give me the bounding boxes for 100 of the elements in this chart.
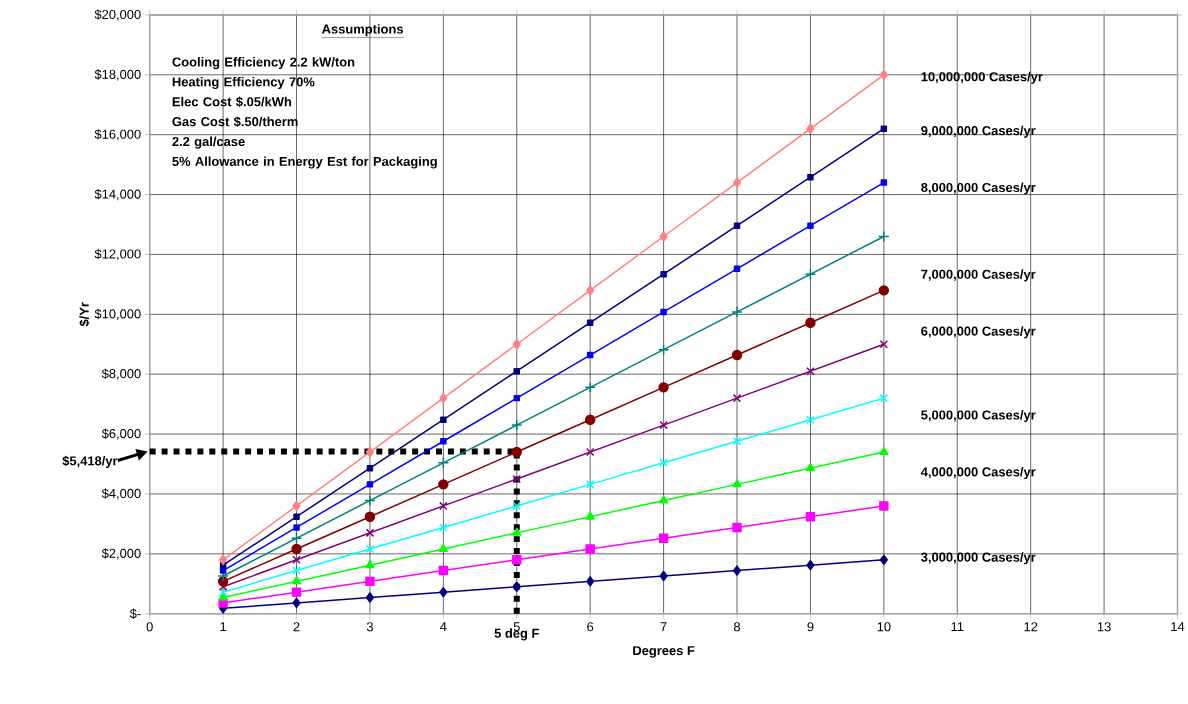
point (659, 231, 668, 242)
point (660, 271, 667, 278)
point (585, 448, 595, 457)
x-tick-label: 1 (220, 622, 227, 632)
point (219, 554, 228, 566)
point (807, 174, 814, 181)
point (660, 308, 667, 316)
point (293, 524, 300, 531)
point (292, 597, 301, 609)
point (658, 533, 669, 544)
point (586, 352, 594, 359)
x-axis-title: Degrees F (633, 646, 695, 659)
x-tick-label: 10 (877, 622, 891, 632)
point (511, 447, 522, 458)
x-tick-label: 2 (293, 622, 300, 632)
x-tick-label: 3 (366, 622, 373, 632)
point (585, 511, 595, 520)
point (219, 567, 227, 575)
point (659, 458, 668, 468)
point (364, 495, 376, 507)
point (512, 555, 522, 565)
annotation: 3,000,000 Cases/yr (921, 552, 1036, 565)
point (365, 447, 375, 458)
point (880, 125, 888, 133)
point (657, 344, 670, 356)
annotation: Elec Cost $.05/kWh (172, 96, 292, 108)
x-tick-label: 13 (1097, 622, 1111, 632)
y-axis-title: $/Yr (79, 302, 90, 327)
ref-line-label: $5,418/yr (62, 455, 118, 469)
point (365, 545, 375, 554)
point (291, 587, 302, 598)
point (879, 69, 888, 81)
point (732, 177, 742, 189)
point (732, 479, 742, 488)
point (439, 523, 448, 532)
point (879, 394, 889, 403)
point (512, 527, 522, 537)
point (659, 421, 668, 430)
annotation: 9,000,000 Cases/yr (921, 125, 1036, 138)
point (878, 285, 890, 296)
point (584, 414, 596, 426)
point (586, 319, 594, 327)
point (512, 501, 522, 511)
point (366, 481, 374, 488)
point (879, 501, 889, 511)
point (584, 381, 596, 394)
annotation: 5,000,000 Cases/yr (921, 410, 1036, 423)
x-tick-label: 4 (440, 622, 447, 632)
y-tick-label: $- (129, 608, 141, 620)
point (732, 437, 742, 446)
y-tick-label: $20,000 (94, 9, 141, 21)
y-tick-label: $2,000 (101, 548, 141, 560)
x-tick-label: 0 (146, 622, 153, 632)
point (658, 495, 669, 504)
point (732, 565, 742, 577)
point (365, 592, 375, 603)
x-tick-label: 9 (807, 622, 814, 632)
point (513, 368, 520, 375)
point (438, 566, 449, 576)
y-tick-label: $12,000 (94, 249, 141, 261)
point (365, 576, 375, 587)
point (733, 222, 741, 230)
point (658, 382, 669, 393)
point (806, 560, 815, 571)
point (440, 416, 447, 424)
point (292, 555, 301, 565)
annotation: Assumptions (321, 24, 403, 37)
x-tick-label: 11 (951, 622, 964, 632)
point (659, 571, 668, 582)
point (290, 532, 303, 545)
point (218, 588, 228, 597)
point (806, 415, 815, 425)
point (438, 479, 449, 490)
point (365, 560, 375, 569)
point (586, 285, 595, 296)
y-tick-label: $4,000 (101, 488, 141, 500)
point (292, 566, 301, 576)
point (513, 395, 520, 402)
point (512, 339, 521, 350)
y-tick-label: $16,000 (94, 129, 141, 141)
point (879, 554, 888, 566)
point (439, 501, 448, 511)
point (879, 447, 889, 456)
point (439, 587, 448, 598)
point (878, 231, 890, 243)
point (731, 306, 743, 318)
point (293, 513, 300, 521)
point (512, 474, 522, 484)
point (805, 463, 816, 472)
point (733, 265, 741, 273)
annotation: 7,000,000 Cases/yr (921, 269, 1036, 282)
annotation: 10,000,000 Cases/yr (921, 72, 1043, 85)
point (585, 480, 595, 489)
point (218, 592, 228, 601)
y-tick-label: $18,000 (94, 69, 141, 81)
point (291, 544, 302, 555)
x-tick-label: 14 (1171, 622, 1185, 632)
y-tick-label: $8,000 (101, 368, 141, 381)
point (732, 394, 742, 403)
x-tick-label: 8 (733, 622, 741, 632)
